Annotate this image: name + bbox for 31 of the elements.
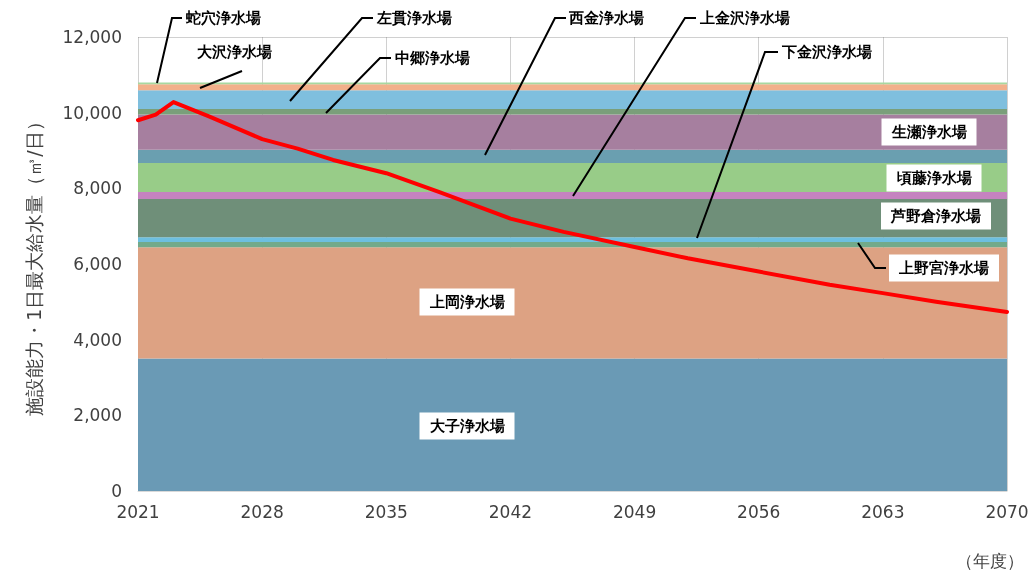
x-tick-label: 2049 <box>612 501 657 522</box>
series-label: 頃藤浄水場 <box>896 169 972 187</box>
series-label: 生瀬浄水場 <box>890 123 967 141</box>
x-tick-label: 2063 <box>861 501 905 522</box>
y-axis-title: 施設能力・1日最大給水量（㎥/日） <box>22 112 45 416</box>
y-tick-label: 0 <box>111 481 122 501</box>
y-tick-label: 6,000 <box>73 254 122 274</box>
y-tick-label: 4,000 <box>73 329 122 350</box>
x-tick-label: 2035 <box>364 501 408 522</box>
y-tick-label: 2,000 <box>73 405 122 426</box>
x-tick-label: 2056 <box>737 501 781 522</box>
text: 中郷浄水場 <box>395 49 470 67</box>
x-axis-title: （年度） <box>956 550 1024 571</box>
line-series <box>136 100 1009 315</box>
text: 西金浄水場 <box>568 9 644 27</box>
x-tick-label: 2070 <box>985 501 1029 522</box>
x-tick-label: 2021 <box>116 501 160 522</box>
series-label: 大沢浄水場 <box>197 43 272 61</box>
series-label: 芦野倉浄水場 <box>890 207 981 225</box>
y-tick-label: 8,000 <box>73 178 122 199</box>
text: 蛇穴浄水場 <box>185 9 261 27</box>
y-tick-label: 12,000 <box>62 27 122 47</box>
text: 左貫浄水場 <box>376 9 452 27</box>
series-label: 大子浄水場 <box>429 417 505 435</box>
x-tick-label: 2028 <box>240 501 284 522</box>
series-label: 上岡浄水場 <box>428 293 505 311</box>
x-tick-label: 2042 <box>488 501 533 522</box>
y-tick-label: 10,000 <box>62 102 122 123</box>
series-label: 上野宮浄水場 <box>898 259 989 277</box>
text: 下金沢浄水場 <box>781 43 872 61</box>
text: 上金沢浄水場 <box>699 9 790 27</box>
